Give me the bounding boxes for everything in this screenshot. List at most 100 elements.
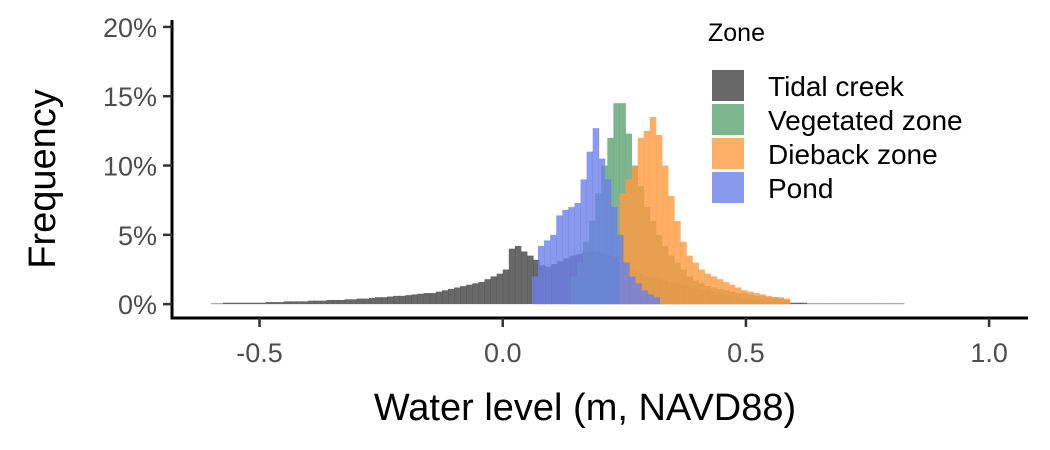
histogram-bar — [302, 301, 309, 305]
histogram-bar — [592, 128, 600, 305]
histogram-bar — [653, 297, 660, 305]
legend-title: Zone — [708, 19, 765, 47]
y-tick-label: 15% — [103, 82, 157, 112]
legend-label: Tidal creek — [768, 71, 905, 102]
histogram-bar — [508, 248, 516, 305]
histogram-bar — [235, 302, 242, 305]
histogram-bar — [897, 303, 905, 305]
histogram-bar — [686, 255, 693, 305]
histogram-bar — [466, 284, 473, 305]
histogram-bar — [623, 262, 630, 305]
histogram-bar — [531, 276, 539, 305]
histogram-bar — [393, 295, 400, 305]
legend-label: Dieback zone — [768, 139, 938, 170]
histogram-bar — [788, 302, 795, 305]
histogram-bar — [350, 299, 358, 305]
histogram-bar — [289, 301, 297, 305]
histogram-bar — [344, 299, 352, 305]
histogram-bar — [405, 295, 412, 305]
histogram-bar — [873, 303, 881, 305]
histogram-bar — [861, 303, 868, 305]
x-axis-title: Water level (m, NAVD88) — [374, 387, 796, 429]
histogram-bar — [308, 300, 315, 305]
histogram-bar — [381, 297, 388, 305]
x-axis-ticks: -0.5 0.0 0.5 1.0 — [236, 318, 1008, 368]
y-tick-label: 20% — [103, 13, 157, 43]
legend-swatch — [712, 138, 744, 169]
histogram-bar — [598, 158, 606, 305]
histogram-bar — [580, 179, 588, 305]
bars-layer — [210, 103, 905, 305]
histogram-bar — [734, 287, 742, 305]
histogram-bar — [625, 179, 633, 305]
x-tick-label: 0.0 — [484, 338, 522, 368]
histogram-bar — [277, 302, 285, 305]
histogram-bar — [710, 276, 718, 305]
y-tick-label: 5% — [118, 221, 157, 251]
histogram-bar — [831, 303, 838, 305]
histogram-bar — [722, 281, 730, 305]
legend-swatch — [712, 70, 744, 101]
histogram-bar — [562, 209, 569, 305]
histogram-bar — [223, 302, 230, 305]
series-pond — [531, 128, 660, 305]
histogram-bar — [643, 130, 651, 305]
histogram-bar — [490, 276, 498, 305]
histogram-bar — [610, 207, 618, 305]
histogram-bar — [253, 302, 260, 305]
histogram-bar — [777, 297, 784, 305]
histogram-bar — [478, 281, 485, 305]
histogram-bar — [680, 241, 687, 305]
histogram-bar — [629, 276, 636, 305]
histogram-bar — [417, 293, 425, 305]
histogram-bar — [747, 291, 754, 305]
histogram-bar — [332, 299, 339, 305]
histogram-bar — [326, 299, 333, 305]
histogram-bar — [613, 103, 620, 305]
x-tick-label: -0.5 — [236, 338, 283, 368]
histogram-bar — [655, 135, 663, 305]
series-dieback-zone — [619, 117, 791, 305]
histogram-bar — [637, 137, 645, 305]
histogram-bar — [362, 298, 370, 305]
histogram-bar — [356, 298, 364, 305]
histogram-bar — [704, 273, 712, 305]
histogram-bar — [496, 273, 504, 305]
histogram-bar — [753, 293, 760, 305]
histogram-bar — [544, 240, 551, 305]
histogram-bar — [818, 303, 826, 305]
histogram-bar — [441, 290, 449, 305]
legend-label: Vegetated zone — [768, 105, 963, 136]
histogram-bar — [247, 302, 254, 305]
histogram-bar — [556, 215, 563, 305]
x-tick-label: 1.0 — [970, 338, 1008, 368]
histogram-bar — [849, 303, 856, 305]
histogram-bar — [423, 293, 431, 305]
histogram-bar — [586, 151, 594, 305]
histogram-bar — [387, 296, 394, 305]
histogram-bar — [855, 303, 862, 305]
y-tick-label: 0% — [118, 290, 157, 320]
histogram-bar — [783, 298, 791, 305]
histogram-bar — [448, 288, 455, 305]
histogram-bar — [550, 234, 557, 305]
y-axis-title: Frequency — [22, 89, 64, 269]
histogram-bar — [649, 117, 657, 305]
histogram-bar — [574, 202, 581, 305]
histogram-bar — [454, 287, 461, 305]
histogram-bar — [411, 294, 419, 305]
histogram-bar — [484, 279, 491, 305]
histogram-bar — [765, 295, 772, 305]
histogram-bar — [692, 262, 699, 305]
histogram-bar — [241, 302, 248, 305]
histogram-bar — [259, 302, 267, 305]
histogram-bar — [617, 234, 624, 305]
histogram-bar — [867, 303, 874, 305]
histogram-bar — [698, 269, 705, 305]
histogram-bar — [631, 165, 639, 305]
histogram-bar — [824, 303, 832, 305]
histogram-bar — [812, 303, 820, 305]
histogram-bar — [229, 302, 236, 305]
